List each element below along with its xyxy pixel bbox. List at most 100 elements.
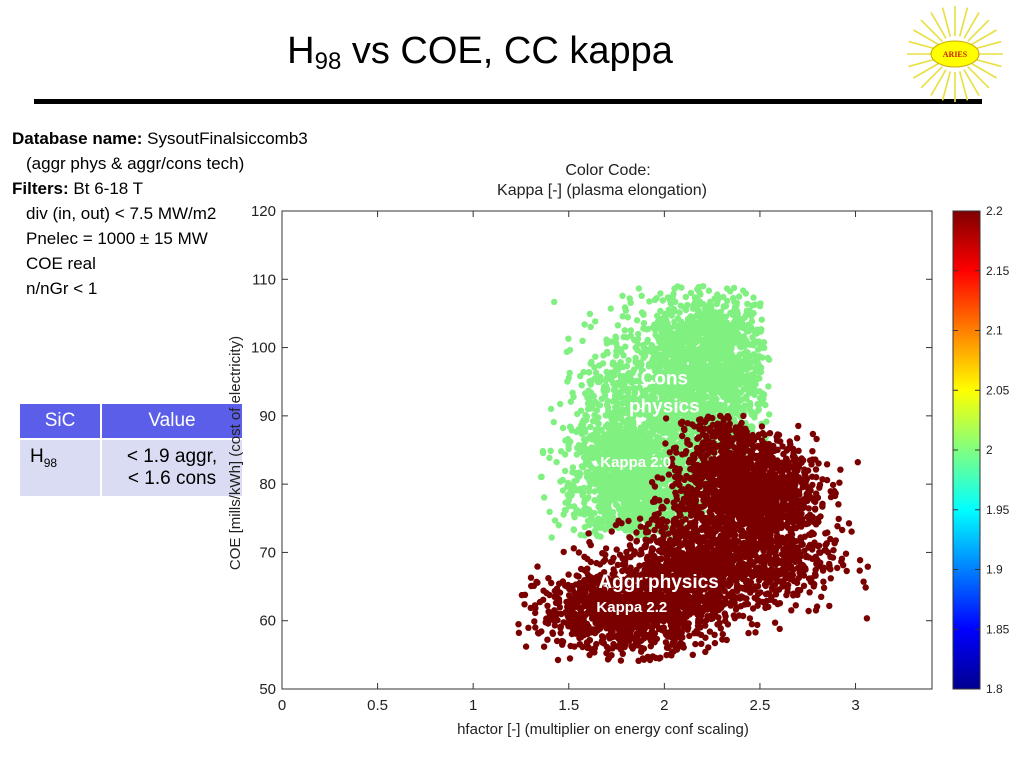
data-point: [576, 611, 583, 618]
data-point: [593, 439, 600, 446]
table-row: H98 < 1.9 aggr, < 1.6 cons: [18, 438, 244, 498]
data-point: [723, 361, 731, 368]
data-point: [655, 421, 663, 428]
data-point: [638, 493, 646, 501]
data-point: [522, 643, 530, 650]
data-point: [631, 522, 639, 529]
data-point: [662, 346, 669, 354]
data-point: [612, 521, 620, 529]
data-point: [591, 527, 599, 534]
table-cell-label: H98: [18, 438, 102, 498]
data-point: [569, 586, 576, 594]
data-point: [695, 319, 702, 326]
data-point: [609, 361, 616, 368]
data-point: [645, 325, 652, 333]
data-point: [694, 622, 702, 630]
data-point: [701, 391, 708, 398]
data-point: [675, 458, 683, 465]
data-point: [558, 610, 565, 618]
data-point: [578, 382, 585, 389]
data-point: [750, 351, 758, 358]
data-point: [559, 476, 566, 484]
data-point: [667, 358, 675, 366]
data-point: [721, 401, 728, 409]
data-point: [549, 614, 556, 621]
data-point: [739, 316, 746, 323]
data-point: [734, 395, 741, 402]
data-point: [745, 328, 752, 335]
data-point: [686, 401, 694, 408]
data-point: [672, 298, 679, 305]
data-point: [599, 618, 606, 625]
data-point: [688, 317, 695, 324]
data-point: [766, 411, 773, 418]
data-point: [646, 360, 653, 368]
data-point: [602, 545, 610, 552]
data-point: [623, 334, 630, 341]
data-point: [748, 408, 755, 415]
data-point: [669, 640, 676, 647]
aries-logo: ARIES: [907, 6, 1003, 102]
data-point: [716, 329, 723, 337]
data-point: [593, 407, 601, 414]
data-point: [547, 447, 554, 454]
data-point: [673, 373, 680, 380]
data-point: [565, 445, 572, 453]
data-point: [700, 310, 707, 318]
data-point: [532, 609, 539, 617]
data-point: [588, 358, 595, 366]
data-point: [756, 388, 763, 395]
data-point: [613, 352, 620, 359]
data-point: [687, 411, 694, 419]
data-point: [675, 322, 683, 330]
data-point: [654, 312, 661, 319]
filter-pnelec: Pnelec = 1000 ± 15 MW: [26, 229, 208, 248]
data-point: [715, 354, 722, 362]
data-point: [539, 447, 547, 455]
data-point: [544, 602, 551, 609]
data-point: [577, 619, 584, 627]
data-point: [670, 425, 677, 432]
data-point: [758, 316, 765, 323]
data-point: [746, 388, 753, 396]
data-point: [584, 400, 592, 407]
filters-label: Filters:: [12, 179, 69, 198]
data-point: [607, 305, 614, 312]
data-point: [553, 458, 560, 466]
filter-div: div (in, out) < 7.5 MW/m2: [26, 204, 217, 223]
data-point: [705, 287, 713, 294]
data-point: [553, 637, 561, 645]
data-point: [701, 374, 708, 381]
data-point: [687, 347, 694, 354]
data-point: [603, 368, 610, 376]
data-point: [692, 355, 699, 362]
data-point: [696, 400, 703, 407]
data-point: [521, 591, 529, 598]
sun-rays-icon: [907, 6, 1003, 102]
data-point: [515, 621, 522, 628]
data-point: [729, 406, 736, 413]
data-point: [551, 607, 558, 614]
data-point: [588, 377, 596, 384]
data-point: [592, 398, 599, 406]
data-point: [666, 332, 673, 339]
data-point: [575, 573, 582, 580]
data-point: [613, 502, 621, 509]
data-point: [725, 367, 732, 374]
data-point: [582, 597, 589, 605]
data-point: [614, 561, 622, 569]
data-point: [645, 417, 653, 424]
data-point: [622, 307, 630, 314]
data-point: [574, 507, 581, 514]
data-point: [639, 655, 647, 662]
data-point: [530, 582, 538, 589]
data-point: [679, 441, 686, 448]
data-point: [668, 405, 675, 412]
data-point: [633, 317, 641, 324]
data-point: [543, 589, 550, 597]
data-point: [765, 383, 772, 390]
data-point: [521, 601, 528, 608]
data-point: [675, 352, 682, 359]
data-point: [637, 523, 644, 530]
data-point: [525, 624, 532, 631]
